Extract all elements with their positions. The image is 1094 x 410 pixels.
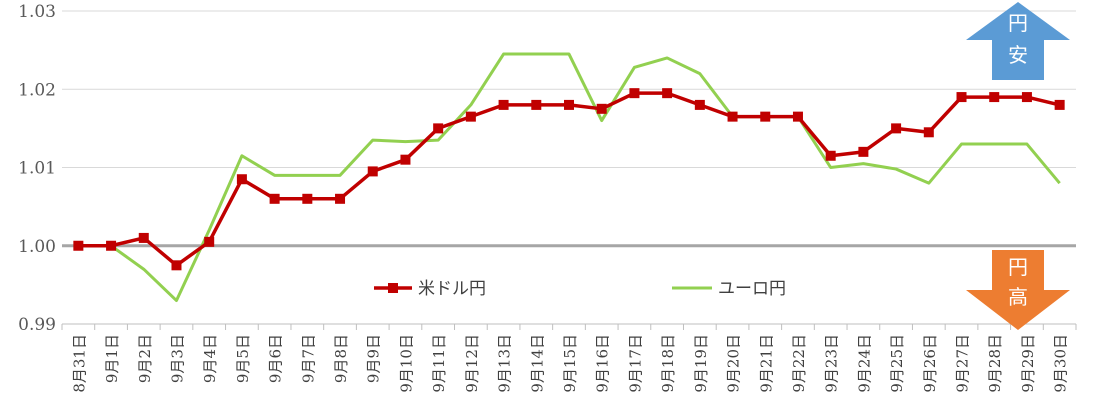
data-point-usd-jpy: [465, 111, 476, 122]
data-point-usd-jpy: [727, 111, 738, 122]
data-point-usd-jpy: [891, 123, 902, 134]
yen-weak-label-2: 安: [1008, 43, 1028, 67]
data-point-usd-jpy: [858, 146, 869, 157]
x-tick-label: 9月7日: [299, 334, 317, 383]
x-tick-label: 9月16日: [594, 334, 612, 393]
x-tick-label: 8月31日: [70, 334, 88, 393]
x-tick-label: 9月17日: [626, 334, 644, 393]
x-tick-label: 9月30日: [1052, 334, 1070, 393]
x-tick-label: 9月25日: [888, 334, 906, 393]
y-tick-label: 1.01: [18, 159, 56, 179]
data-point-usd-jpy: [564, 99, 574, 110]
x-tick-label: 9月11日: [430, 334, 448, 393]
x-tick-label: 9月6日: [267, 334, 285, 383]
x-tick-label: 9月3日: [168, 334, 186, 383]
x-tick-label: 9月1日: [103, 334, 121, 383]
x-tick-label: 9月22日: [790, 334, 808, 393]
x-tick-label: 9月18日: [659, 334, 677, 393]
x-tick-label: 9月23日: [823, 334, 841, 393]
data-point-usd-jpy: [531, 99, 542, 110]
data-point-usd-jpy: [923, 127, 934, 138]
data-point-usd-jpy: [989, 92, 1000, 103]
data-point-usd-jpy: [792, 111, 803, 122]
y-tick-label: 1.00: [18, 237, 56, 257]
y-axis: 0.99 1.00 1.01 1.02 1.03: [18, 2, 56, 335]
y-tick-label: 0.99: [18, 315, 56, 335]
x-tick-label: 9月20日: [725, 334, 743, 393]
legend-label-usd-jpy: 米ドル円: [418, 279, 486, 299]
x-tick-label: 9月10日: [397, 334, 415, 393]
data-point-usd-jpy: [662, 88, 673, 99]
data-point-usd-jpy: [760, 111, 771, 122]
x-tick-label: 9月4日: [201, 334, 219, 383]
x-tick-label: 9月21日: [757, 334, 775, 393]
x-tick-label: 9月28日: [986, 334, 1004, 393]
series-group: [73, 52, 1065, 303]
data-point-usd-jpy: [629, 88, 640, 99]
legend-marker-usd-jpy: [388, 283, 398, 293]
data-point-usd-jpy: [236, 174, 247, 185]
x-axis: 8月31日 9月1日 9月2日 9月3日 9月4日 9月5日 9月6日 9月7日 9月8日 9月9…: [61, 323, 1077, 393]
data-point-usd-jpy: [138, 232, 149, 243]
data-point-usd-jpy: [694, 99, 705, 110]
data-point-usd-jpy: [204, 236, 215, 247]
x-tick-label: 9月26日: [921, 334, 939, 393]
legend: 米ドル円 ユーロ円: [374, 279, 786, 299]
y-tick-label: 1.02: [18, 80, 56, 100]
x-tick-label: 9月12日: [463, 334, 481, 393]
data-point-usd-jpy: [106, 240, 117, 251]
x-tick-label: 9月9日: [365, 334, 383, 383]
x-tick-label: 9月2日: [136, 334, 154, 383]
data-point-usd-jpy: [596, 103, 607, 114]
yen-strong-down-arrow: [966, 250, 1070, 330]
data-point-usd-jpy: [367, 166, 378, 177]
data-point-usd-jpy: [400, 154, 411, 165]
x-tick-label: 9月27日: [954, 334, 972, 393]
x-tick-label: 9月14日: [528, 334, 546, 393]
data-point-usd-jpy: [956, 92, 967, 103]
legend-label-eur-jpy: ユーロ円: [718, 279, 786, 299]
x-tick-label: 9月8日: [332, 334, 350, 383]
data-point-usd-jpy: [1054, 99, 1065, 110]
data-point-usd-jpy: [302, 193, 313, 204]
x-tick-label: 9月29日: [1019, 334, 1037, 393]
data-point-usd-jpy: [171, 260, 182, 271]
data-point-usd-jpy: [335, 193, 346, 204]
x-tick-label: 9月19日: [692, 334, 710, 393]
x-tick-label: 9月15日: [561, 334, 579, 393]
data-point-usd-jpy: [498, 99, 509, 110]
data-point-usd-jpy: [1021, 92, 1032, 103]
data-point-usd-jpy: [433, 123, 444, 134]
x-tick-label: 9月5日: [234, 334, 252, 383]
x-tick-label: 9月24日: [855, 334, 873, 393]
data-point-usd-jpy: [73, 240, 84, 251]
yen-strong-label-1: 円: [1008, 255, 1028, 279]
y-tick-label: 1.03: [18, 2, 56, 22]
yen-weak-label-1: 円: [1008, 11, 1028, 35]
yen-strong-label-2: 高: [1008, 285, 1028, 309]
x-tick-label: 9月13日: [496, 334, 514, 393]
series-line-eur-jpy: [78, 52, 1061, 303]
data-point-usd-jpy: [269, 193, 280, 204]
yen-weak-up-arrow: [966, 2, 1070, 80]
data-point-usd-jpy: [825, 150, 836, 161]
